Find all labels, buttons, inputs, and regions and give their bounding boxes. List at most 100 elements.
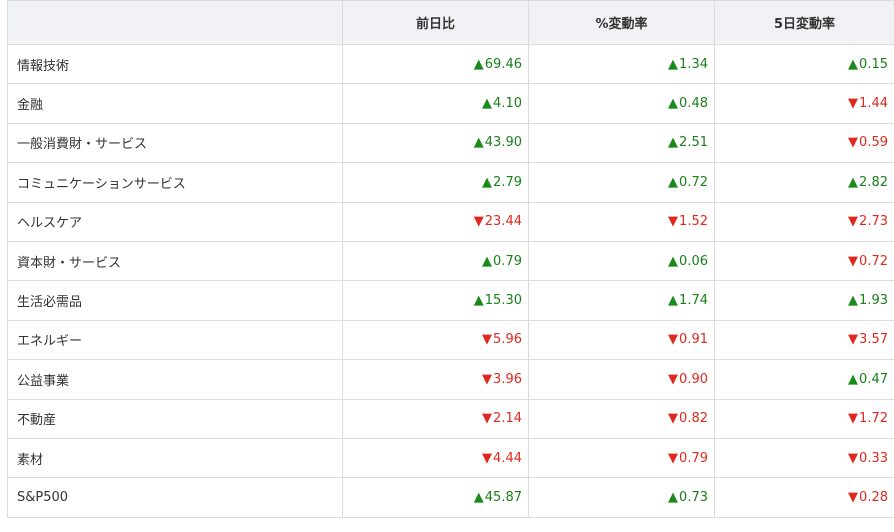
triangle-down-icon: ▼ [668,371,679,387]
percent-change-cell: ▲0.72 [528,162,715,203]
5day-change-value: 0.47 [859,371,888,387]
percent-change-value: 0.06 [679,253,708,269]
sector-name: 公益事業 [7,359,343,400]
percent-change-cell: ▼0.82 [528,398,715,439]
5day-change-value: 1.44 [859,96,888,112]
sector-name: 一般消費財・サービス [7,122,343,164]
header-row: 前日比 %変動率 5日変動率 [7,0,894,45]
triangle-up-icon: ▲ [668,253,679,269]
percent-change-value: 2.51 [679,135,708,151]
5day-change-cell: ▲0.47 [714,359,894,400]
table-body: 情報技術 ▲69.46 ▲1.34 ▲0.15 金融 ▲4.10 ▲0.48 ▼1.44 一般消… [7,43,894,518]
table-row: ヘルスケア ▼23.44 ▼1.52 ▼2.73 [7,201,894,242]
5day-change-value: 1.72 [859,411,888,427]
triangle-down-icon: ▼ [848,411,859,427]
5day-change-cell: ▼0.33 [714,437,894,479]
5day-change-value: 0.59 [859,135,888,151]
day-change-value: 2.79 [493,174,522,190]
5day-change-value: 0.15 [859,56,888,72]
triangle-up-icon: ▲ [668,135,679,151]
percent-change-cell: ▲1.34 [528,43,715,85]
table-row: S&P500 ▲45.87 ▲0.73 ▼0.28 [7,477,894,518]
triangle-down-icon: ▼ [668,214,679,230]
percent-change-cell: ▲0.73 [528,477,715,518]
day-change-cell: ▼23.44 [342,201,529,242]
day-change-cell: ▲69.46 [342,43,529,85]
sector-table-container: 前日比 %変動率 5日変動率 情報技術 ▲69.46 ▲1.34 ▲0.15 金融 ▲4.… [7,0,894,518]
5day-change-cell: ▲2.82 [714,162,894,203]
triangle-up-icon: ▲ [473,56,484,72]
percent-change-value: 0.72 [679,174,708,190]
percent-change-value: 0.90 [679,371,708,387]
sector-performance-table: 前日比 %変動率 5日変動率 情報技術 ▲69.46 ▲1.34 ▲0.15 金融 ▲4.… [7,0,894,518]
5day-change-value: 0.28 [859,489,888,505]
triangle-down-icon: ▼ [482,450,493,466]
5day-change-value: 2.73 [859,214,888,230]
triangle-up-icon: ▲ [473,489,484,505]
percent-change-value: 0.79 [679,450,708,466]
day-change-cell: ▲43.90 [342,122,529,164]
day-change-cell: ▼5.96 [342,319,529,361]
5day-change-cell: ▼1.44 [714,83,894,124]
triangle-up-icon: ▲ [482,253,493,269]
table-row: コミュニケーションサービス ▲2.79 ▲0.72 ▲2.82 [7,162,894,203]
header-percent-change: %変動率 [528,0,715,45]
percent-change-cell: ▼0.90 [528,359,715,400]
table-row: 素材 ▼4.44 ▼0.79 ▼0.33 [7,437,894,479]
triangle-up-icon: ▲ [668,174,679,190]
sector-name: S&P500 [7,477,343,518]
sector-name: エネルギー [7,319,343,361]
percent-change-value: 0.73 [679,489,708,505]
triangle-down-icon: ▼ [848,214,859,230]
5day-change-cell: ▼0.59 [714,122,894,164]
table-row: エネルギー ▼5.96 ▼0.91 ▼3.57 [7,319,894,361]
triangle-down-icon: ▼ [848,450,859,466]
5day-change-value: 0.72 [859,253,888,269]
header-5day-change: 5日変動率 [714,0,894,45]
percent-change-cell: ▲1.74 [528,280,715,321]
day-change-value: 0.79 [493,253,522,269]
sector-name: 素材 [7,437,343,479]
day-change-value: 5.96 [493,332,522,348]
5day-change-value: 1.93 [859,293,888,309]
day-change-value: 3.96 [493,371,522,387]
day-change-cell: ▲45.87 [342,477,529,518]
day-change-cell: ▲0.79 [342,240,529,282]
triangle-down-icon: ▼ [482,411,493,427]
table-row: 一般消費財・サービス ▲43.90 ▲2.51 ▼0.59 [7,122,894,164]
header-sector [7,0,343,45]
5day-change-cell: ▼3.57 [714,319,894,361]
sector-name: ヘルスケア [7,201,343,242]
5day-change-value: 3.57 [859,332,888,348]
5day-change-cell: ▼0.72 [714,240,894,282]
table-row: 生活必需品 ▲15.30 ▲1.74 ▲1.93 [7,280,894,321]
triangle-down-icon: ▼ [668,332,679,348]
day-change-cell: ▲4.10 [342,83,529,124]
percent-change-value: 1.34 [679,56,708,72]
day-change-value: 69.46 [484,56,522,72]
triangle-up-icon: ▲ [482,174,493,190]
percent-change-cell: ▲2.51 [528,122,715,164]
percent-change-value: 1.52 [679,214,708,230]
triangle-down-icon: ▼ [482,371,493,387]
triangle-down-icon: ▼ [668,450,679,466]
table-row: 不動産 ▼2.14 ▼0.82 ▼1.72 [7,398,894,439]
header-day-change: 前日比 [342,0,529,45]
day-change-cell: ▼3.96 [342,359,529,400]
5day-change-cell: ▼2.73 [714,201,894,242]
table-row: 金融 ▲4.10 ▲0.48 ▼1.44 [7,83,894,124]
sector-name: コミュニケーションサービス [7,162,343,203]
sector-name: 不動産 [7,398,343,439]
5day-change-cell: ▼1.72 [714,398,894,439]
day-change-value: 4.10 [493,96,522,112]
triangle-down-icon: ▼ [668,411,679,427]
triangle-up-icon: ▲ [848,371,859,387]
day-change-value: 4.44 [493,450,522,466]
sector-name: 金融 [7,83,343,124]
triangle-up-icon: ▲ [668,489,679,505]
day-change-value: 15.30 [484,293,522,309]
triangle-down-icon: ▼ [473,214,484,230]
triangle-up-icon: ▲ [482,96,493,112]
triangle-down-icon: ▼ [848,135,859,151]
percent-change-cell: ▼0.79 [528,437,715,479]
